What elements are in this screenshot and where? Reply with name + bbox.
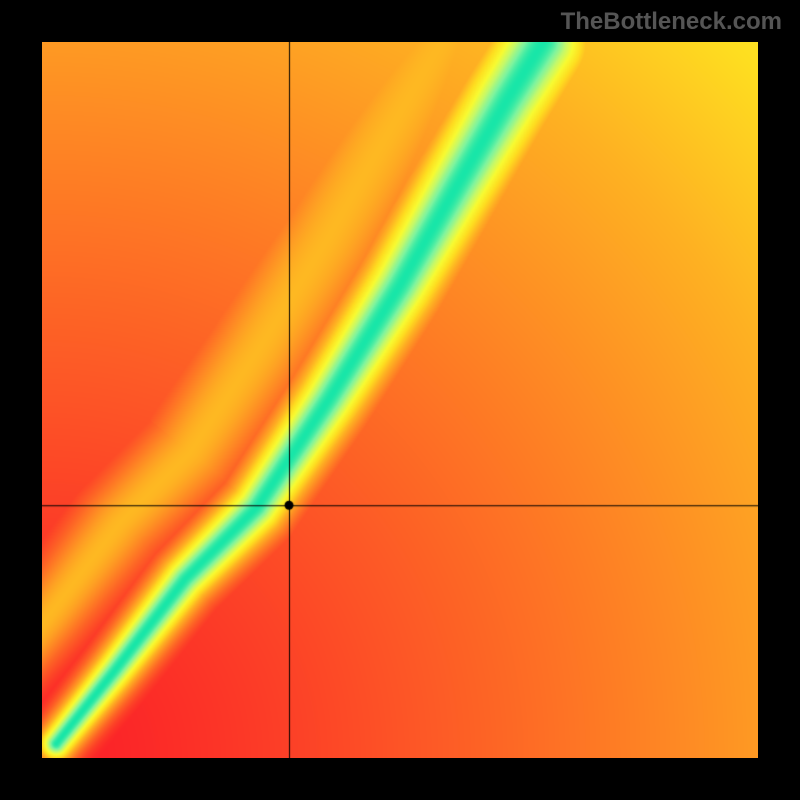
plot-area: [42, 42, 758, 758]
heatmap-canvas: [42, 42, 758, 758]
watermark-text: TheBottleneck.com: [561, 8, 782, 36]
